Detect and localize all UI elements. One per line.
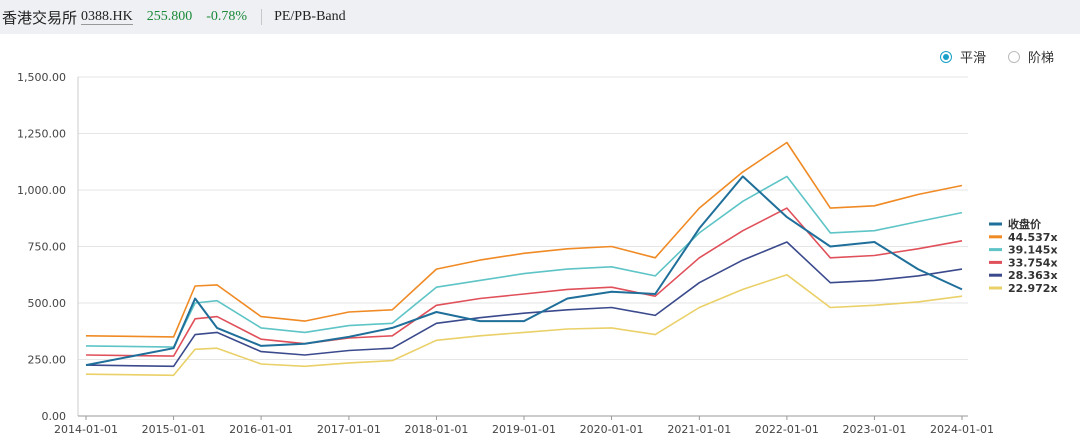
smooth-label: 平滑 (960, 51, 987, 66)
y-tick-label: 750.00 (28, 241, 67, 254)
price-change: -0.78% (206, 9, 248, 24)
y-tick-label: 1,250.00 (17, 128, 66, 141)
stock-price: 255.800 (146, 9, 193, 24)
company-name: 香港交易所 (2, 8, 78, 27)
series-line-band-4 (85, 241, 963, 368)
radio-unselected-icon (1008, 50, 1020, 63)
stock-header: 香港交易所 0388.HK 255.800 -0.78% PE/PB-Band (0, 0, 1080, 34)
y-tick-label: 500.00 (28, 297, 67, 310)
x-tick-label: 2015-01-01 (142, 423, 206, 436)
radio-selected-icon (940, 50, 952, 63)
x-tick-label: 2024-01-01 (930, 423, 994, 436)
series-line-band-1 (85, 141, 963, 338)
series-line-close (85, 175, 963, 367)
y-tick-label: 1,000.00 (17, 184, 66, 197)
legend-label: 收盘价 (1008, 217, 1042, 231)
legend-label: 44.537x (1008, 231, 1058, 244)
legend-label: 33.754x (1008, 256, 1058, 269)
legend-label: 39.145x (1008, 244, 1058, 257)
legend-label: 22.972x (1008, 282, 1058, 295)
step-label: 阶梯 (1028, 51, 1055, 66)
x-tick-label: 2021-01-01 (667, 423, 731, 436)
x-tick-label: 2022-01-01 (755, 423, 819, 436)
stock-code[interactable]: 0388.HK (81, 9, 133, 25)
x-tick-label: 2023-01-01 (842, 423, 906, 436)
legend-label: 28.363x (1008, 269, 1058, 282)
series-line-band-3 (85, 207, 963, 357)
step-radio[interactable]: 阶梯 (1008, 47, 1054, 66)
series-line-band-5 (85, 273, 963, 377)
x-tick-label: 2018-01-01 (404, 423, 468, 436)
series-line-band-2 (85, 175, 963, 348)
x-tick-label: 2016-01-01 (229, 423, 293, 436)
y-tick-label: 1,500.00 (17, 71, 66, 84)
x-tick-label: 2019-01-01 (492, 423, 556, 436)
smooth-radio[interactable]: 平滑 (940, 47, 986, 66)
band-mode-label: PE/PB-Band (274, 9, 346, 24)
x-tick-label: 2020-01-01 (580, 423, 644, 436)
x-tick-label: 2014-01-01 (54, 423, 118, 436)
y-tick-label: 0.00 (42, 410, 67, 423)
header-divider (261, 9, 263, 25)
y-tick-label: 250.00 (28, 354, 67, 367)
x-tick-label: 2017-01-01 (317, 423, 381, 436)
